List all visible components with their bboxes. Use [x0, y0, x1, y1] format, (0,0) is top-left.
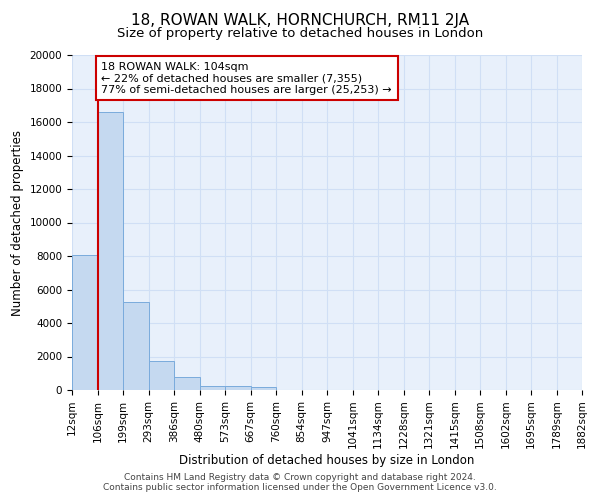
Text: Size of property relative to detached houses in London: Size of property relative to detached ho…	[117, 28, 483, 40]
Bar	[97, 112, 123, 390]
Bar	[174, 378, 199, 390]
Text: 18, ROWAN WALK, HORNCHURCH, RM11 2JA: 18, ROWAN WALK, HORNCHURCH, RM11 2JA	[131, 12, 469, 28]
Y-axis label: Number of detached properties: Number of detached properties	[11, 130, 24, 316]
Text: 18 ROWAN WALK: 104sqm
← 22% of detached houses are smaller (7,355)
77% of semi-d: 18 ROWAN WALK: 104sqm ← 22% of detached …	[101, 62, 392, 95]
Bar	[199, 386, 225, 390]
Bar	[123, 302, 149, 390]
X-axis label: Distribution of detached houses by size in London: Distribution of detached houses by size …	[179, 454, 475, 467]
Text: Contains HM Land Registry data © Crown copyright and database right 2024.
Contai: Contains HM Land Registry data © Crown c…	[103, 473, 497, 492]
Bar	[149, 360, 174, 390]
Bar	[251, 388, 276, 390]
Bar	[225, 386, 251, 390]
Bar	[72, 255, 97, 390]
